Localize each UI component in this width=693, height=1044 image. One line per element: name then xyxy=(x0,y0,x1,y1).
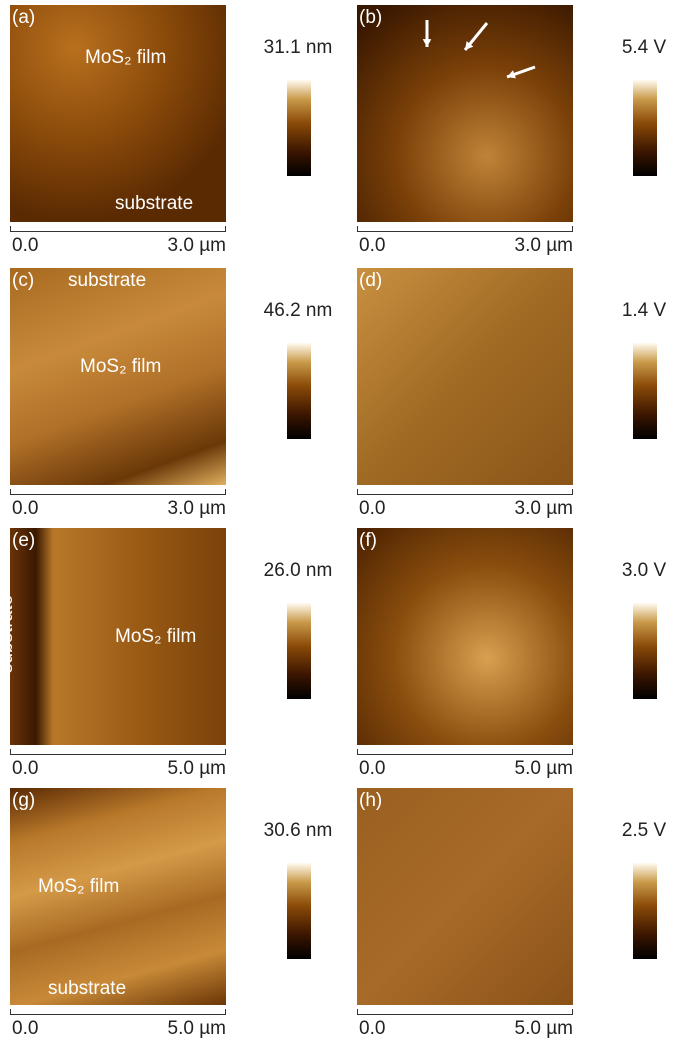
arrow-head xyxy=(465,41,474,50)
scale-tick xyxy=(10,749,11,755)
annotation: substrate xyxy=(68,270,147,291)
annotation: MoS₂ film xyxy=(85,47,167,68)
annotation: substrate xyxy=(48,978,127,999)
scale-line xyxy=(10,494,226,495)
scale-line xyxy=(357,231,573,232)
colorbar xyxy=(287,343,311,439)
annotation: MoS₂ film xyxy=(80,356,162,377)
afm-image xyxy=(10,5,226,222)
scale-end: 5.0 µm xyxy=(167,1018,226,1039)
scale-tick xyxy=(357,1009,358,1015)
scale-tick xyxy=(357,226,358,232)
scale-tick xyxy=(572,489,573,495)
scale-line xyxy=(357,1014,573,1015)
panel-label: (h) xyxy=(359,790,383,811)
scale-tick xyxy=(10,489,11,495)
scale-line xyxy=(10,1014,226,1015)
arrow-head xyxy=(422,39,432,47)
afm-image xyxy=(10,788,226,1005)
scale-line xyxy=(357,494,573,495)
scale-end: 5.0 µm xyxy=(514,1018,573,1039)
scale-start: 0.0 xyxy=(359,498,386,519)
colorbar-label: 31.1 nm xyxy=(263,37,333,58)
scale-start: 0.0 xyxy=(12,498,39,519)
colorbar-label: 2.5 V xyxy=(621,820,667,841)
arrows xyxy=(422,20,536,79)
scale-tick xyxy=(225,489,226,495)
colorbar-label: 30.6 nm xyxy=(263,820,333,841)
panel-label: (g) xyxy=(12,790,36,811)
annotation: substrate xyxy=(115,193,194,214)
scale-start: 0.0 xyxy=(12,758,39,779)
panel-label: (b) xyxy=(359,7,383,28)
colorbar-label: 1.4 V xyxy=(621,300,667,321)
scale-end: 5.0 µm xyxy=(514,758,573,779)
scale-tick xyxy=(225,749,226,755)
scale-tick xyxy=(225,226,226,232)
afm-image xyxy=(357,268,573,485)
afm-image xyxy=(10,268,226,485)
annotation: MoS₂ film xyxy=(115,626,197,647)
scale-tick xyxy=(572,1009,573,1015)
scale-end: 3.0 µm xyxy=(514,235,573,256)
afm-image xyxy=(357,5,573,222)
scale-line xyxy=(357,754,573,755)
scale-start: 0.0 xyxy=(359,758,386,779)
scale-end: 5.0 µm xyxy=(167,758,226,779)
arrow-head xyxy=(507,70,516,79)
colorbar xyxy=(287,603,311,699)
colorbar xyxy=(633,603,657,699)
scale-start: 0.0 xyxy=(359,235,386,256)
colorbar xyxy=(287,863,311,959)
colorbar-label: 3.0 V xyxy=(621,560,667,581)
annotation: substrate xyxy=(0,594,18,674)
scale-end: 3.0 µm xyxy=(514,498,573,519)
colorbar xyxy=(633,343,657,439)
scale-start: 0.0 xyxy=(12,1018,39,1039)
afm-image xyxy=(357,528,573,745)
scale-tick xyxy=(225,1009,226,1015)
colorbar-label: 26.0 nm xyxy=(263,560,333,581)
panel-label: (a) xyxy=(12,7,36,28)
scale-tick xyxy=(357,749,358,755)
scale-tick xyxy=(10,1009,11,1015)
afm-image xyxy=(10,528,226,745)
colorbar xyxy=(633,863,657,959)
afm-image xyxy=(357,788,573,1005)
colorbar xyxy=(633,80,657,176)
scale-start: 0.0 xyxy=(12,235,39,256)
panel-label: (c) xyxy=(12,270,35,291)
panel-label: (e) xyxy=(12,530,36,551)
colorbar-label: 5.4 V xyxy=(621,37,667,58)
scale-line xyxy=(10,231,226,232)
scale-tick xyxy=(572,226,573,232)
annotation: MoS₂ film xyxy=(38,876,120,897)
scale-tick xyxy=(10,226,11,232)
scale-end: 3.0 µm xyxy=(167,235,226,256)
scale-tick xyxy=(572,749,573,755)
panel-label: (f) xyxy=(359,530,377,551)
panel-label: (d) xyxy=(359,270,383,291)
scale-start: 0.0 xyxy=(359,1018,386,1039)
colorbar xyxy=(287,80,311,176)
scale-tick xyxy=(357,489,358,495)
colorbar-label: 46.2 nm xyxy=(263,300,333,321)
scale-line xyxy=(10,754,226,755)
scale-end: 3.0 µm xyxy=(167,498,226,519)
